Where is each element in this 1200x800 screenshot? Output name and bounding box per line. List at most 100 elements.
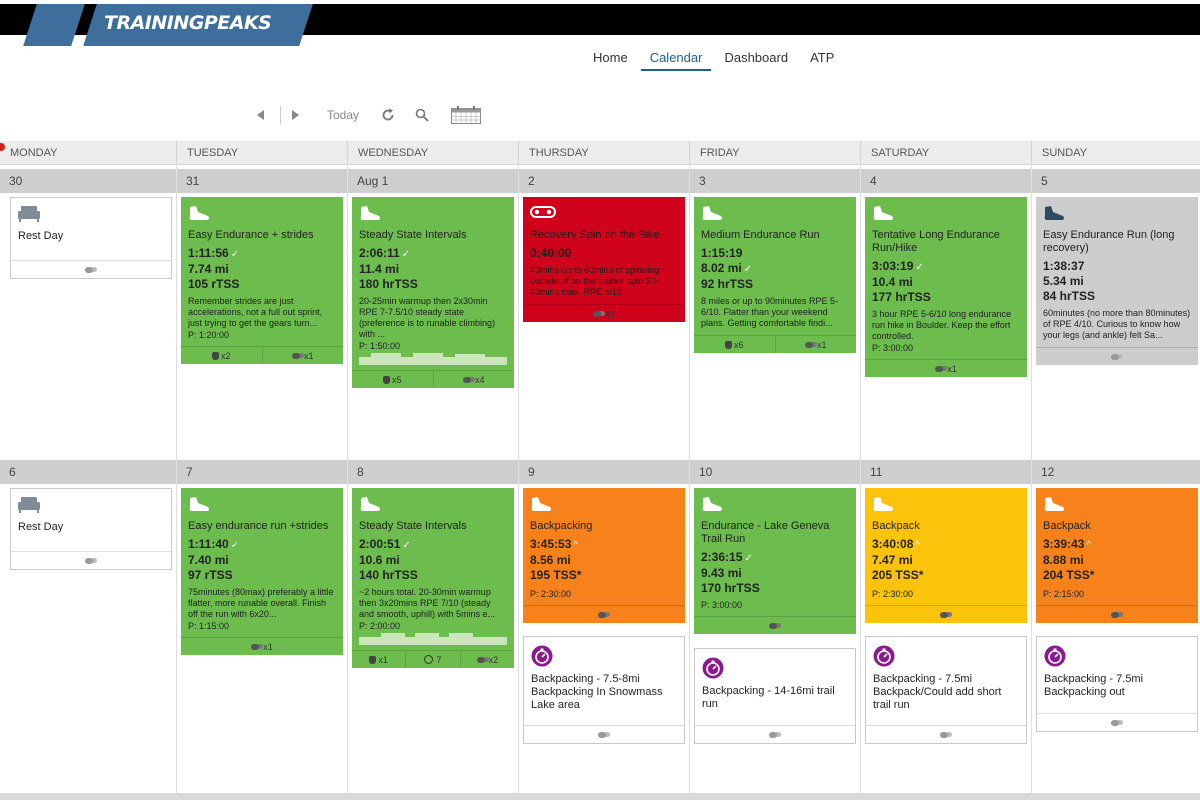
comments-button[interactable]	[1037, 714, 1197, 731]
nav-home[interactable]: Home	[593, 50, 628, 65]
weekday-wednesday: WEDNESDAY	[347, 141, 518, 165]
notification-dot	[0, 143, 5, 151]
workout-duration: 1:15:19	[701, 246, 743, 260]
next-icon[interactable]	[289, 110, 303, 120]
nav-dashboard[interactable]: Dashboard	[724, 50, 789, 65]
workout-card[interactable]: Backpacking 3:45:53 ^ 8.56 mi 195 TSS* P:…	[523, 488, 685, 623]
kudos-count: x5	[391, 374, 402, 385]
comment-icon	[598, 731, 606, 738]
date-label: 8	[347, 460, 518, 484]
rest-day-card[interactable]: Rest Day	[10, 488, 172, 570]
run-shoe-icon	[188, 496, 336, 516]
kudos-button[interactable]: x5	[352, 371, 433, 388]
feeling-button[interactable]: 7	[405, 651, 459, 668]
comments-button[interactable]: x1	[181, 638, 343, 655]
rest-day-card[interactable]: Rest Day	[10, 197, 172, 279]
comment-icon	[940, 611, 948, 618]
comments-button[interactable]	[523, 606, 685, 623]
logo-stripe	[23, 4, 85, 46]
stopwatch-icon	[702, 657, 848, 681]
comments-button[interactable]	[1036, 348, 1198, 365]
nav-calendar[interactable]: Calendar	[640, 50, 712, 71]
completed-check-icon: ✓	[230, 540, 240, 551]
weekday-monday: MONDAY	[10, 147, 58, 159]
couch-icon	[18, 497, 164, 517]
nav-atp[interactable]: ATP	[810, 50, 835, 65]
workout-card[interactable]: Easy Endurance Run (long recovery) 1:38:…	[1036, 197, 1198, 365]
workout-card[interactable]: Backpack 3:40:08 ^ 7.47 mi 205 TSS* P: 2:…	[865, 488, 1027, 623]
comment-count: x4	[474, 374, 485, 385]
logo[interactable]: TRAININGPEAKS	[23, 4, 313, 46]
run-shoe-icon	[872, 496, 1020, 516]
comments-button[interactable]	[694, 617, 856, 634]
workout-description: 3 hour RPE 5-6/10 long endurance run hik…	[872, 309, 1012, 341]
today-button[interactable]: Today	[327, 108, 360, 122]
note-card[interactable]: Backpacking - 7.5-8mi Backpacking In Sno…	[523, 636, 685, 744]
comments-button[interactable]	[695, 726, 855, 743]
comment-icon	[1111, 353, 1119, 360]
comment-icon	[85, 557, 93, 564]
comments-button[interactable]	[866, 726, 1026, 743]
over-plan-icon: ^	[1086, 540, 1092, 551]
comments-button[interactable]: x2	[459, 651, 514, 668]
workout-description: 20-25min warmup then 2x30min RPE 7-7.5/1…	[359, 296, 496, 339]
comments-button[interactable]	[11, 261, 171, 278]
weekday-tuesday: TUESDAY	[176, 141, 347, 165]
run-shoe-icon	[701, 496, 849, 516]
refresh-icon[interactable]	[381, 108, 395, 122]
comments-button[interactable]	[524, 726, 684, 743]
note-text: Backpacking - 7.5mi Backpack/Could add s…	[873, 673, 1002, 711]
kudos-button[interactable]: x1	[352, 651, 405, 668]
weekday-sunday: SUNDAY	[1031, 141, 1200, 165]
workout-description: Remember strides are just accelerations,…	[188, 296, 323, 328]
comments-button[interactable]: x1	[523, 305, 685, 322]
workout-tss: 170 hrTSS	[701, 581, 760, 595]
workout-card[interactable]: Easy Endurance + strides 1:11:56 ✓ 7.74 m…	[181, 197, 343, 364]
date-label: 12	[1031, 460, 1200, 484]
kudos-icon	[369, 655, 377, 664]
date-label: 4	[860, 169, 1031, 193]
completed-check-icon: ✓	[230, 249, 240, 260]
prev-icon[interactable]	[250, 110, 272, 120]
note-card[interactable]: Backpacking - 7.5mi Backpack/Could add s…	[865, 636, 1027, 744]
workout-card[interactable]: Tentative Long Endurance Run/Hike 3:03:1…	[865, 197, 1027, 377]
workout-duration: 3:40:08	[872, 537, 914, 551]
note-text: Backpacking - 7.5mi Backpacking out	[1044, 673, 1144, 698]
completed-check-icon: ✓	[401, 249, 411, 260]
workout-card[interactable]: Medium Endurance Run 1:15:19 8.02 mi ✓ 92…	[694, 197, 856, 353]
comments-button[interactable]	[11, 552, 171, 569]
workout-distance: 7.74 mi	[188, 262, 229, 276]
comments-button[interactable]: x1	[774, 336, 857, 353]
workout-duration: 3:39:43	[1043, 537, 1085, 551]
workout-card[interactable]: Steady State Intervals 2:00:51 ✓ 10.6 mi …	[352, 488, 514, 668]
search-icon[interactable]	[415, 108, 429, 122]
run-shoe-icon	[872, 205, 1020, 225]
kudos-button[interactable]: x2	[181, 347, 262, 364]
workout-card[interactable]: Endurance - Lake Geneva Trail Run 2:36:1…	[694, 488, 856, 634]
comments-button[interactable]: x1	[261, 347, 344, 364]
workout-card[interactable]: Recovery Spin on the Bike 0:40:00 40mins…	[523, 197, 685, 322]
planned-duration: P: 1:20:00	[188, 330, 230, 340]
note-card[interactable]: Backpacking - 14-16mi trail run	[694, 648, 856, 744]
workout-card[interactable]: Backpack 3:39:43 ^ 8.88 mi 204 TSS* P: 2:…	[1036, 488, 1198, 623]
calendar-toolbar: Today	[250, 104, 482, 126]
workout-duration: 1:11:56	[188, 246, 229, 260]
calendar-icon[interactable]	[451, 106, 482, 124]
workout-title: Easy Endurance + strides	[188, 229, 314, 241]
comments-button[interactable]: x4	[432, 371, 515, 388]
run-shoe-icon	[701, 205, 849, 225]
workout-card[interactable]: Steady State Intervals 2:06:11 ✓ 11.4 mi …	[352, 197, 514, 388]
workout-tss: 92 hrTSS	[701, 277, 754, 291]
run-shoe-icon	[530, 496, 678, 516]
note-card[interactable]: Backpacking - 7.5mi Backpacking out	[1036, 636, 1198, 732]
top-bar: TRAININGPEAKS	[0, 0, 1200, 46]
comments-button[interactable]: x1	[865, 360, 1027, 377]
planned-duration: P: 2:30:00	[872, 589, 914, 599]
workout-title: Steady State Intervals	[359, 520, 467, 532]
workout-card[interactable]: Easy endurance run +strides 1:11:40 ✓ 7.4…	[181, 488, 343, 655]
comment-icon	[251, 643, 260, 650]
comments-button[interactable]	[1036, 606, 1198, 623]
comment-count: x2	[488, 654, 499, 665]
comments-button[interactable]	[865, 606, 1027, 623]
kudos-button[interactable]: x6	[694, 336, 775, 353]
